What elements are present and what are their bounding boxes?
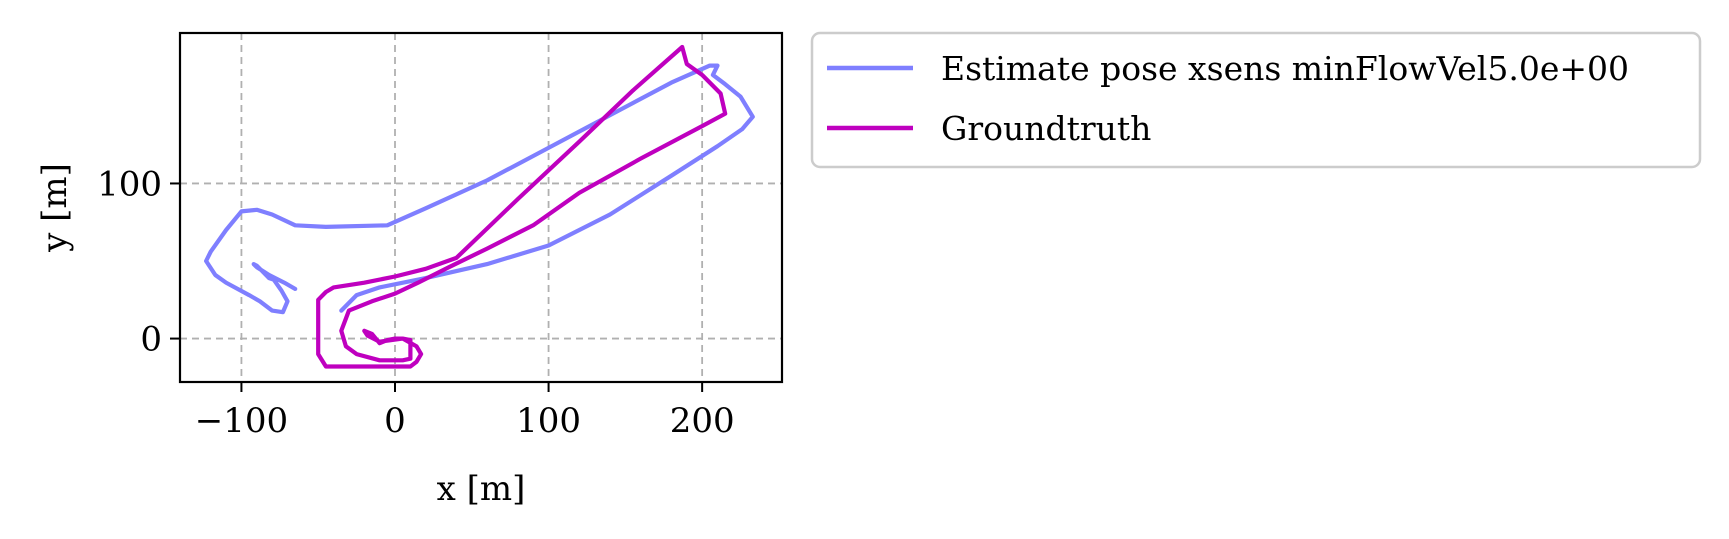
x-tick-label: 0 xyxy=(384,401,406,441)
series-lines xyxy=(204,44,755,369)
axis-ticks: −100 0 100 200 0 100 xyxy=(97,164,735,441)
x-tick-label: 100 xyxy=(516,401,581,441)
plot-area-frame xyxy=(178,31,784,384)
y-tick-label: 100 xyxy=(97,164,162,204)
legend-label-estimate: Estimate pose xsens minFlowVel5.0e+00 xyxy=(941,49,1629,88)
y-axis-label: y [m] xyxy=(35,163,75,253)
series-line-estimate xyxy=(204,63,755,315)
x-axis-label: x [m] xyxy=(437,469,526,509)
y-tick-label: 0 xyxy=(140,320,162,360)
legend-box xyxy=(810,31,1702,169)
grid xyxy=(180,33,782,382)
x-tick-label: 200 xyxy=(670,401,735,441)
legend: Estimate pose xsens minFlowVel5.0e+00 Gr… xyxy=(810,31,1702,169)
legend-label-groundtruth: Groundtruth xyxy=(941,109,1151,148)
series-line-groundtruth xyxy=(316,44,728,369)
x-tick-label: −100 xyxy=(195,401,288,441)
